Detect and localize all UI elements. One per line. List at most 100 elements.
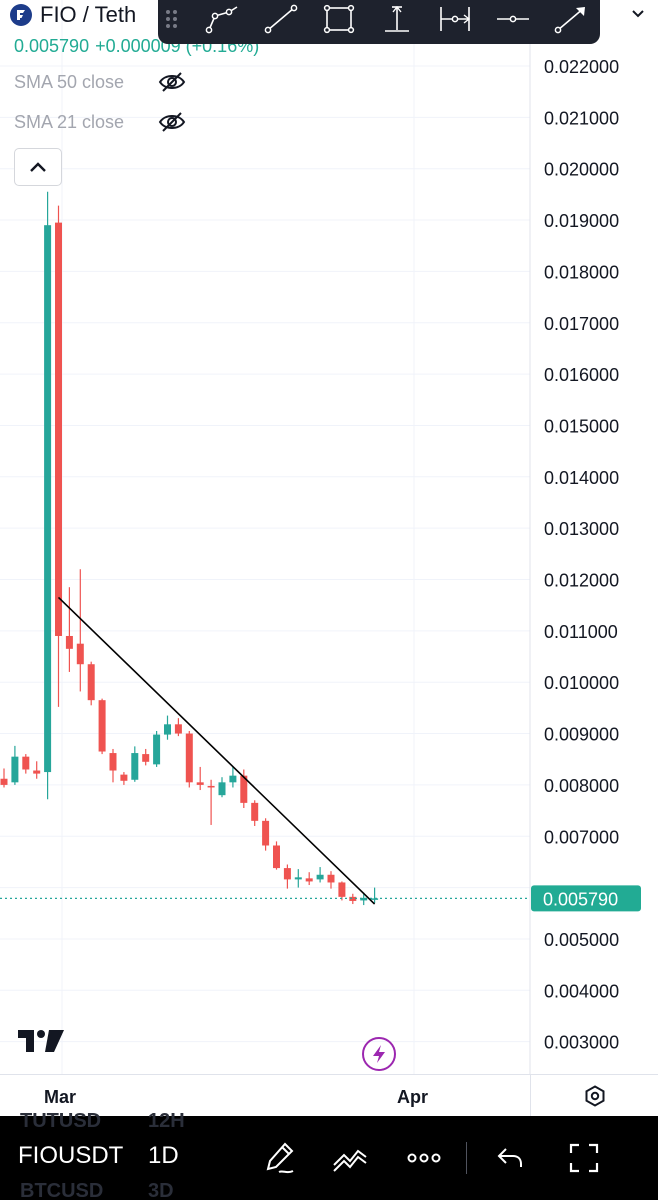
fullscreen-icon[interactable] <box>564 1138 604 1178</box>
chevron-down-icon[interactable] <box>628 4 648 24</box>
candle <box>196 766 204 791</box>
tradingview-logo[interactable] <box>18 1028 66 1054</box>
symbol-title: FIO / Teth <box>40 2 137 27</box>
candle-body <box>174 724 182 734</box>
vertical-measure-icon <box>385 5 409 32</box>
horizontal-measure-tool-button[interactable] <box>426 0 484 39</box>
candle-body <box>294 877 302 880</box>
undo-icon[interactable] <box>490 1138 530 1178</box>
candle <box>294 869 302 888</box>
candle-body <box>120 774 128 781</box>
candle-body <box>55 222 62 636</box>
candle <box>164 715 171 740</box>
candle-body <box>44 225 52 773</box>
candle-body <box>164 724 171 735</box>
candle <box>22 754 30 774</box>
drawing-toolbar[interactable] <box>158 0 600 44</box>
arrow-line-icon <box>554 7 585 34</box>
flash-icon[interactable] <box>362 1037 396 1071</box>
trend-line-icon <box>264 4 298 34</box>
collapse-legend-button[interactable] <box>14 148 62 186</box>
vertical-measure-tool-button[interactable] <box>368 0 426 39</box>
candle <box>327 871 335 889</box>
candle-body <box>262 820 270 846</box>
ghost-symbol-top: TUTUSD <box>20 1110 102 1132</box>
price-axis-label: 0.012000 <box>544 571 619 591</box>
trend-line-tool-button[interactable] <box>252 0 310 39</box>
more-icon[interactable] <box>404 1138 444 1178</box>
candle-body <box>207 785 215 788</box>
price-axis-label: 0.007000 <box>544 827 619 847</box>
candle <box>142 748 150 766</box>
ghost-symbol-bottom: BTCUSD <box>20 1180 104 1200</box>
price-axis-label: 0.014000 <box>544 468 619 488</box>
price-axis-label: 0.015000 <box>544 416 619 436</box>
candle <box>76 569 84 692</box>
candle <box>87 661 95 706</box>
price-axis-label: 0.017000 <box>544 314 619 334</box>
indicator-sma-50[interactable]: SMA 50 close <box>14 68 186 96</box>
indicator-sma-21[interactable]: SMA 21 close <box>14 108 186 136</box>
candle <box>251 800 259 826</box>
price-axis-label: 0.021000 <box>544 108 619 128</box>
price-axis-label: 0.019000 <box>544 211 619 231</box>
candle-body <box>98 700 106 752</box>
candle-body <box>65 635 73 649</box>
indicators-icon[interactable] <box>330 1138 370 1178</box>
candle-body <box>240 775 248 803</box>
drag-handle[interactable] <box>166 7 180 31</box>
symbol-search-button[interactable]: FIOUSDT <box>18 1142 124 1169</box>
price-axis-label: 0.010000 <box>544 673 619 693</box>
arrow-line-tool-button[interactable] <box>542 0 600 39</box>
candle <box>283 864 291 889</box>
candle-body <box>11 756 19 783</box>
candle-body <box>316 874 324 880</box>
eye-crossed-icon[interactable] <box>158 110 186 134</box>
candle <box>55 205 62 707</box>
rectangle-tool-button[interactable] <box>310 0 368 39</box>
candle <box>185 730 193 788</box>
bottom-toolbar: TUTUSD 12H BTCUSD 3D FIOUSDT 1D <box>0 1110 658 1200</box>
horizontal-line-icon <box>497 15 529 23</box>
candle <box>11 745 19 785</box>
candle-body <box>153 734 161 765</box>
chart-settings-button[interactable] <box>530 1075 658 1117</box>
candle <box>153 730 161 767</box>
candle <box>44 191 52 800</box>
draw-pen-icon[interactable] <box>260 1138 300 1178</box>
candle <box>131 746 139 782</box>
candle <box>240 769 248 809</box>
price-chart[interactable]: 0.022000 0.021000 0.020000 0.019000 0.018000… <box>0 0 658 1115</box>
candle <box>174 718 182 737</box>
candle-body <box>196 782 204 785</box>
eye-crossed-icon[interactable] <box>158 70 186 94</box>
price-axis-label: 0.018000 <box>544 262 619 282</box>
price-axis-label: 0.011000 <box>544 622 618 642</box>
candle <box>349 893 357 905</box>
candle-body <box>229 775 237 783</box>
time-label-apr: Apr <box>397 1087 428 1107</box>
path-tool-button[interactable] <box>194 0 252 39</box>
candle <box>98 698 106 755</box>
candle-body <box>87 664 95 701</box>
interval-button[interactable]: 1D <box>148 1142 179 1169</box>
price-axis-label: 0.008000 <box>544 776 619 796</box>
candle <box>338 881 346 901</box>
time-label-mar: Mar <box>44 1087 77 1107</box>
horizontal-line-tool-button[interactable] <box>484 0 542 39</box>
horizontal-measure-icon <box>440 7 471 31</box>
price-axis[interactable]: 0.022000 0.021000 0.020000 0.019000 0.018000… <box>544 57 619 1053</box>
candle-body <box>33 770 41 774</box>
candle-series <box>0 191 379 906</box>
candle-body <box>349 896 357 901</box>
candle <box>305 872 313 886</box>
symbol-header[interactable]: FIO / Teth <box>10 0 136 30</box>
time-axis[interactable]: Mar Apr <box>0 1074 658 1117</box>
candle-body <box>305 878 313 882</box>
fio-logo-icon <box>10 4 32 26</box>
candle <box>109 748 117 783</box>
trend-line <box>57 596 376 905</box>
chart-grid <box>0 0 530 1074</box>
price-axis-label: 0.022000 <box>544 57 619 77</box>
candle <box>360 892 368 906</box>
